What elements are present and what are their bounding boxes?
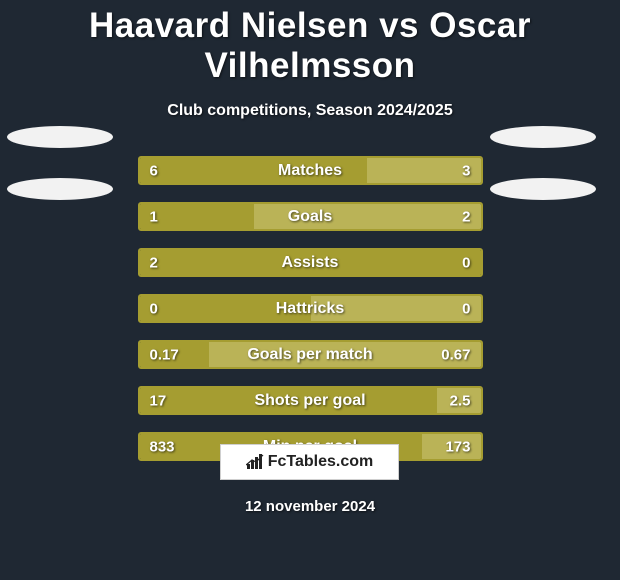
player-left-photo-placeholder	[7, 126, 113, 148]
stat-bar-right	[311, 296, 481, 321]
stat-row: Goals per match0.170.67	[138, 340, 483, 369]
stat-bar-left	[140, 388, 437, 413]
stat-bar-right	[437, 388, 481, 413]
stat-row: Hattricks00	[138, 294, 483, 323]
stat-row: Goals12	[138, 202, 483, 231]
logo-text: FcTables.com	[268, 453, 374, 471]
stat-bar-right	[367, 158, 481, 183]
stat-bar-left	[140, 204, 254, 229]
page-title: Haavard Nielsen vs Oscar Vilhelmsson	[0, 0, 620, 86]
fctables-logo[interactable]: FcTables.com	[220, 444, 399, 480]
stat-bar-right	[422, 434, 481, 459]
bar-chart-icon	[246, 454, 264, 470]
stat-bar-right	[254, 204, 481, 229]
stat-row: Assists20	[138, 248, 483, 277]
player-left-photo-placeholder	[7, 178, 113, 200]
player-right-photo-placeholder	[490, 126, 596, 148]
stat-bar-left	[140, 342, 209, 367]
stat-row: Matches63	[138, 156, 483, 185]
comparison-chart: Matches63 Goals12 Assists20 Hattricks00 Goal…	[0, 156, 620, 476]
subtitle: Club competitions, Season 2024/2025	[0, 102, 620, 120]
stat-row: Shots per goal172.5	[138, 386, 483, 415]
stat-bar-left	[140, 296, 311, 321]
stat-bar-left	[140, 250, 481, 275]
stat-bar-left	[140, 158, 367, 183]
generated-date: 12 november 2024	[0, 498, 620, 515]
player-right-photo-placeholder	[490, 178, 596, 200]
stat-bar-right	[209, 342, 481, 367]
